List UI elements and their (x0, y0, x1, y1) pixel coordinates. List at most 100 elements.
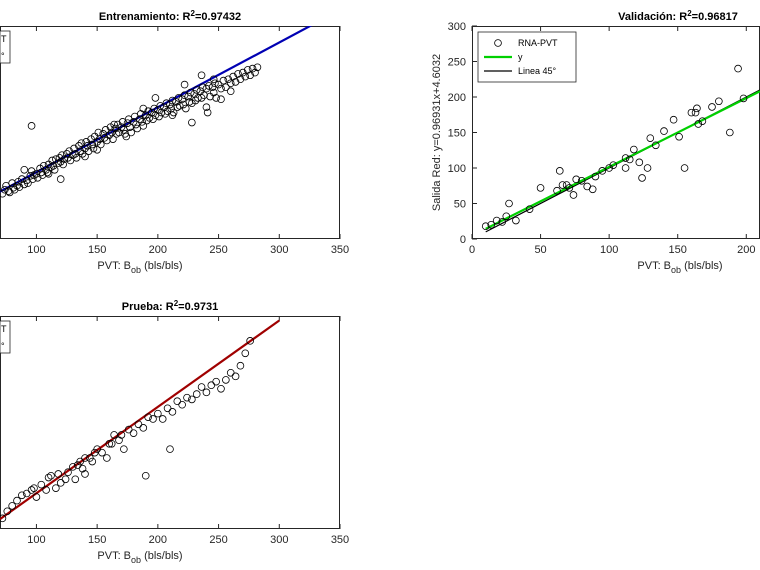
data-point (32, 493, 41, 501)
data-point (562, 181, 571, 189)
plot-title: Prueba: R2=0.9731 (122, 299, 219, 313)
data-point (8, 502, 16, 510)
chart-val: 0 50 100 150 200 0 50 100 150 200 250 300 Validación… (431, 9, 760, 275)
data-point (202, 103, 211, 112)
data-point (635, 158, 644, 167)
data-point (669, 115, 678, 124)
data-point (621, 164, 630, 172)
data-point (120, 445, 128, 453)
data-point (47, 471, 55, 480)
data-point (197, 383, 206, 391)
data-point (202, 388, 211, 397)
data-point (226, 79, 235, 88)
data-point (481, 222, 490, 231)
x-axis-label: PVT: Bob (bls/bls) (637, 260, 722, 275)
data-point (212, 94, 220, 102)
data-point (50, 165, 59, 174)
data-point (81, 454, 89, 462)
data-point (110, 431, 118, 439)
x-axis-label-main: PVT: B (97, 550, 131, 562)
data-point (3, 507, 12, 516)
data-point (137, 110, 145, 118)
data-point (52, 155, 60, 163)
legend-entry: T (1, 34, 7, 44)
data-point (222, 376, 230, 384)
data-point (168, 111, 177, 119)
data-point (100, 134, 109, 142)
data-point (138, 118, 146, 126)
data-point (98, 448, 106, 457)
data-point (226, 368, 235, 377)
x-tick-label: 200 (737, 244, 755, 256)
data-point (188, 118, 196, 127)
data-point (197, 71, 206, 80)
data-point (536, 184, 545, 192)
x-axis-label-sub: ob (131, 265, 141, 275)
data-point (646, 134, 655, 142)
data-point (13, 496, 21, 505)
data-point (487, 221, 496, 229)
plot-title-prefix: Entrenamiento: R (99, 11, 191, 23)
data-point (139, 424, 148, 432)
data-point (39, 161, 48, 170)
data-point (93, 445, 101, 453)
data-point (217, 384, 225, 393)
plot-title: Entrenamiento: R2=0.97432 (99, 9, 241, 23)
data-point (139, 104, 148, 113)
data-point (71, 475, 80, 484)
x-axis-label-sub: ob (131, 555, 141, 565)
data-point (89, 144, 98, 153)
data-point (157, 108, 166, 117)
data-point (492, 216, 501, 225)
x-tick-label: 150 (88, 244, 106, 256)
data-point (512, 216, 520, 225)
data-point (224, 75, 233, 84)
x-tick-label: 150 (669, 244, 687, 256)
data-point (173, 397, 182, 406)
data-point (61, 475, 70, 484)
data-point (236, 361, 245, 370)
data-point (219, 76, 228, 85)
data-point (5, 188, 14, 197)
data-point (42, 486, 50, 494)
data-point (217, 95, 225, 104)
data-point (229, 72, 237, 81)
data-point (49, 161, 58, 170)
data-point (207, 381, 216, 390)
data-point (234, 70, 242, 78)
data-point (72, 153, 81, 162)
x-tick-label: 250 (209, 244, 227, 256)
data-point (44, 473, 53, 482)
data-point (59, 160, 67, 169)
data-point (1, 185, 9, 194)
y-tick-label: 300 (448, 21, 466, 33)
data-point (96, 140, 105, 149)
y-tick-label: 200 (448, 92, 466, 104)
data-point (687, 108, 696, 117)
data-point (105, 439, 114, 448)
data-point (572, 175, 581, 184)
data-point (134, 420, 143, 429)
data-point (202, 84, 211, 93)
data-point (693, 104, 701, 113)
data-point (241, 349, 250, 358)
data-point (708, 103, 716, 111)
data-point (110, 120, 118, 129)
data-point (103, 136, 111, 145)
data-point (62, 150, 71, 158)
data-point (625, 155, 634, 164)
data-point (569, 191, 578, 199)
x-axis-label-tail: (bls/bls) (681, 260, 723, 272)
data-point (241, 72, 250, 81)
x-tick-label: 200 (149, 534, 167, 546)
x-axis-label-tail: (bls/bls) (141, 260, 183, 272)
data-point (8, 179, 16, 187)
y-tick-label: 250 (448, 57, 466, 69)
data-point (78, 464, 87, 473)
legend-entry: RNA-PVT (518, 38, 558, 48)
data-point (20, 165, 29, 174)
data-point (93, 146, 101, 154)
data-point (28, 175, 37, 183)
plot-area-frame (0, 26, 340, 239)
